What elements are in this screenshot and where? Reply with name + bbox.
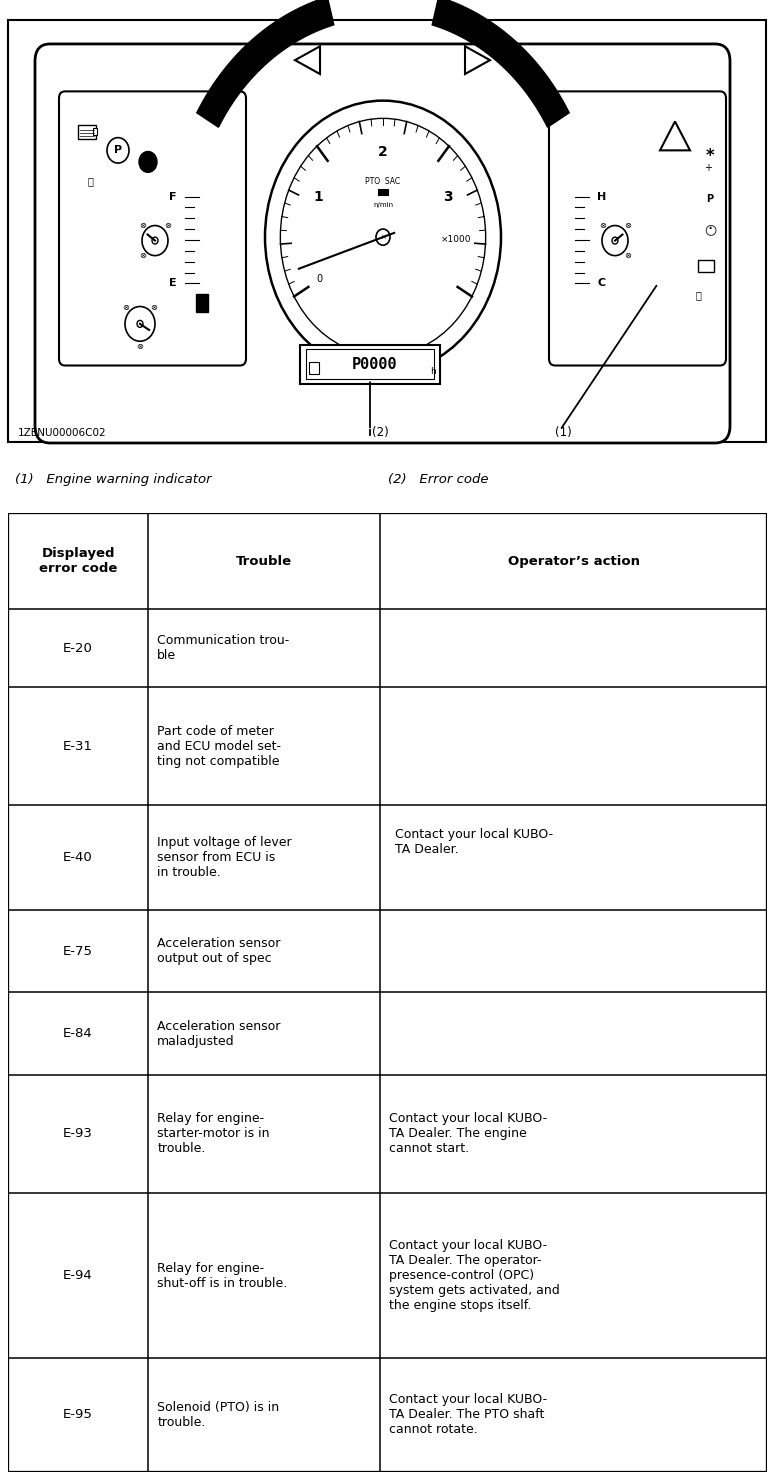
Text: E-20: E-20 <box>63 642 93 655</box>
Text: 3: 3 <box>443 191 453 204</box>
Circle shape <box>152 237 158 244</box>
Circle shape <box>137 321 143 327</box>
Text: (2): (2) <box>372 426 389 439</box>
Text: ⊗: ⊗ <box>136 343 143 352</box>
Bar <box>300 345 440 385</box>
Text: n/min: n/min <box>373 201 393 207</box>
Text: ⊗: ⊗ <box>164 222 171 231</box>
Text: ×1000: ×1000 <box>441 235 471 244</box>
Text: (1): (1) <box>555 426 572 439</box>
Text: Part code of meter
and ECU model set-
ting not compatible: Part code of meter and ECU model set- ti… <box>157 725 281 768</box>
Text: ○: ○ <box>704 222 716 237</box>
Bar <box>378 188 388 195</box>
Text: 1ZENU00006C02: 1ZENU00006C02 <box>18 427 107 438</box>
Text: (1)   Engine warning indicator: (1) Engine warning indicator <box>16 473 212 485</box>
Bar <box>306 349 434 380</box>
Text: E-75: E-75 <box>63 945 93 957</box>
Text: H: H <box>597 192 606 201</box>
Text: +: + <box>704 163 712 173</box>
Text: ⊗: ⊗ <box>122 303 129 312</box>
Text: Acceleration sensor
maladjusted: Acceleration sensor maladjusted <box>157 1021 281 1047</box>
Text: ×: × <box>380 234 386 240</box>
Text: Contact your local KUBO-
TA Dealer. The PTO shaft
cannot rotate.: Contact your local KUBO- TA Dealer. The … <box>389 1393 547 1436</box>
FancyBboxPatch shape <box>549 92 726 365</box>
Text: 🔧: 🔧 <box>87 176 93 186</box>
Text: Contact your local KUBO-
TA Dealer. The operator-
presence-control (OPC)
system : Contact your local KUBO- TA Dealer. The … <box>389 1239 560 1312</box>
FancyBboxPatch shape <box>59 92 246 365</box>
Text: 2: 2 <box>378 145 388 160</box>
Bar <box>309 362 319 374</box>
Text: Communication trou-
ble: Communication trou- ble <box>157 634 290 663</box>
Circle shape <box>376 229 390 246</box>
Text: *: * <box>706 146 715 166</box>
Bar <box>78 124 96 139</box>
Text: E-31: E-31 <box>63 740 93 753</box>
Text: Relay for engine-
shut-off is in trouble.: Relay for engine- shut-off is in trouble… <box>157 1262 288 1290</box>
Bar <box>196 294 208 312</box>
Text: E-40: E-40 <box>63 850 93 864</box>
Text: P: P <box>114 145 122 155</box>
Text: 1: 1 <box>314 191 323 204</box>
Text: ⊗: ⊗ <box>139 222 146 231</box>
Text: Contact your local KUBO-
TA Dealer.: Contact your local KUBO- TA Dealer. <box>395 828 553 856</box>
Text: E-95: E-95 <box>63 1408 93 1421</box>
Text: Contact your local KUBO-
TA Dealer. The engine
cannot start.: Contact your local KUBO- TA Dealer. The … <box>389 1112 547 1155</box>
Text: PTO  SAC: PTO SAC <box>366 177 401 186</box>
Text: F: F <box>170 192 177 201</box>
Text: E-93: E-93 <box>63 1127 93 1140</box>
Text: E-84: E-84 <box>63 1028 93 1040</box>
Bar <box>93 129 97 136</box>
Text: Solenoid (PTO) is in
trouble.: Solenoid (PTO) is in trouble. <box>157 1401 280 1429</box>
Text: P0000: P0000 <box>352 356 398 371</box>
Text: P: P <box>707 194 714 204</box>
Text: 🔧: 🔧 <box>695 290 701 300</box>
Text: h: h <box>430 367 436 376</box>
Text: Displayed
error code: Displayed error code <box>39 547 117 575</box>
Circle shape <box>139 151 157 173</box>
Text: ⊗: ⊗ <box>599 222 606 231</box>
Text: C: C <box>597 278 605 288</box>
Text: E: E <box>170 278 177 288</box>
Text: Relay for engine-
starter-motor is in
trouble.: Relay for engine- starter-motor is in tr… <box>157 1112 270 1155</box>
FancyBboxPatch shape <box>35 44 730 444</box>
Text: (2)   Error code: (2) Error code <box>388 473 488 485</box>
Text: ⊗: ⊗ <box>624 222 631 231</box>
Text: ⊗: ⊗ <box>624 251 631 260</box>
Circle shape <box>612 237 618 244</box>
Text: ⊗: ⊗ <box>150 303 157 312</box>
Text: ·: · <box>708 220 713 238</box>
Polygon shape <box>197 0 334 127</box>
Polygon shape <box>432 0 569 127</box>
Text: 0: 0 <box>316 275 322 284</box>
Text: Trouble: Trouble <box>236 555 292 568</box>
Text: Acceleration sensor
output out of spec: Acceleration sensor output out of spec <box>157 938 281 964</box>
Text: Operator’s action: Operator’s action <box>508 555 639 568</box>
Text: Input voltage of lever
sensor from ECU is
in trouble.: Input voltage of lever sensor from ECU i… <box>157 836 292 879</box>
Text: ⊗: ⊗ <box>139 251 146 260</box>
Bar <box>698 260 714 272</box>
Text: E-94: E-94 <box>63 1269 93 1282</box>
Circle shape <box>281 118 486 356</box>
